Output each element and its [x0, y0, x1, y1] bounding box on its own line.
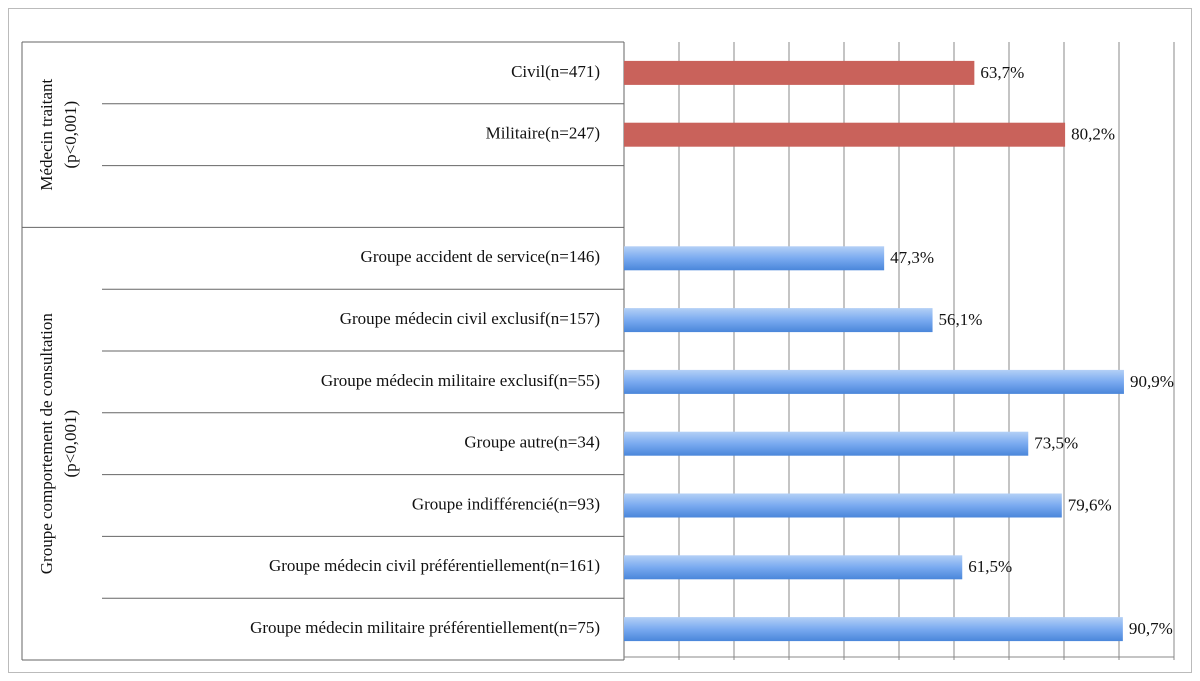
bar	[624, 369, 1124, 394]
group-label: Médecin traitant	[37, 78, 56, 190]
y-tick-label: Groupe médecin militaire exclusif(n=55)	[321, 371, 600, 390]
bar	[624, 555, 963, 580]
bar	[624, 493, 1062, 518]
value-label: 47,3%	[890, 248, 934, 267]
y-tick-label: Groupe médecin civil exclusif(n=157)	[340, 309, 600, 328]
bar	[624, 60, 975, 85]
y-tick-label: Groupe accident de service(n=146)	[361, 247, 600, 266]
value-label: 90,7%	[1129, 619, 1173, 638]
group-label: Groupe comportement de consultation	[37, 313, 56, 575]
value-label: 80,2%	[1071, 125, 1115, 144]
group-label: (p<0,001)	[61, 410, 80, 478]
y-tick-label: Groupe médecin militaire préférentiellem…	[250, 618, 600, 637]
y-tick-label: Militaire(n=247)	[486, 124, 600, 143]
y-tick-label: Groupe indifférencié(n=93)	[412, 494, 600, 513]
value-label: 56,1%	[939, 310, 983, 329]
value-label: 63,7%	[980, 63, 1024, 82]
bar	[624, 246, 885, 271]
y-tick-label: Groupe médecin civil préférentiellement(…	[269, 556, 600, 575]
y-tick-label: Groupe autre(n=34)	[464, 433, 600, 452]
bar	[624, 617, 1123, 642]
frame	[8, 8, 1192, 673]
value-label: 90,9%	[1130, 372, 1174, 391]
bar	[624, 122, 1066, 147]
value-label: 61,5%	[968, 557, 1012, 576]
value-label: 79,6%	[1068, 495, 1112, 514]
value-label: 73,5%	[1034, 434, 1078, 453]
bar	[624, 431, 1029, 456]
bar	[624, 308, 933, 333]
y-tick-label: Civil(n=471)	[511, 62, 600, 81]
group-label: (p<0,001)	[61, 101, 80, 169]
